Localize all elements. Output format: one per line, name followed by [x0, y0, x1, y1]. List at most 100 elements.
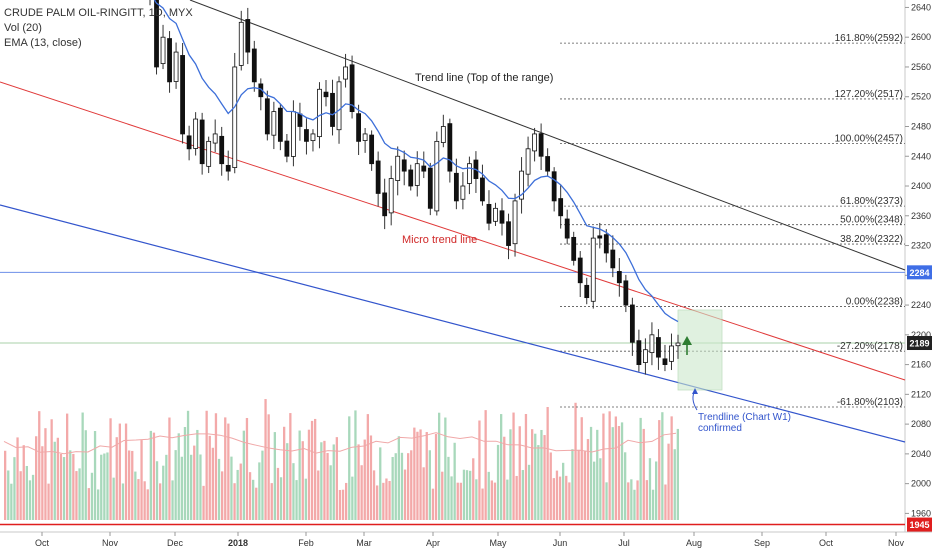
volume-bar [605, 482, 608, 520]
candle-body [167, 38, 172, 83]
candle-body [343, 66, 348, 80]
candle-body [421, 165, 427, 172]
volume-bar [165, 454, 168, 520]
volume-bar [462, 469, 466, 520]
candle-body [532, 133, 537, 152]
volume-bar [484, 410, 487, 520]
volume-bar [112, 477, 115, 520]
candle-body [551, 171, 557, 202]
volume-bar [512, 412, 515, 520]
time-tick-label: Nov [102, 538, 119, 548]
price-tick-label: 2640 [911, 2, 931, 12]
volume-bar [338, 489, 342, 520]
volume-bar [66, 413, 69, 520]
fib-level-label: 38.20%(2322) [840, 234, 903, 245]
price-badge [907, 265, 932, 280]
volume-bar [16, 437, 19, 520]
volume-bar [577, 449, 580, 520]
volume-bar [149, 430, 152, 520]
volume-bar [481, 488, 484, 520]
candle-body [414, 163, 420, 186]
candle-body [610, 249, 616, 269]
volume-bar [227, 423, 230, 520]
volume-bar [599, 458, 602, 520]
volume-bar [326, 452, 329, 520]
volume-bar [531, 429, 534, 520]
candle-body [493, 207, 498, 222]
price-tick-label: 2040 [911, 449, 931, 459]
volume-bar [562, 462, 565, 520]
volume-bar [586, 439, 590, 520]
volume-bar [521, 470, 524, 520]
volume-bar [183, 427, 187, 520]
volume-bar [292, 463, 295, 520]
candle-body [154, 0, 159, 68]
volume-bar [196, 429, 199, 520]
annotation-micro-trend: Micro trend line [402, 234, 477, 246]
volume-bar [56, 437, 59, 520]
candle-body [297, 113, 303, 127]
volume-bar [602, 413, 605, 520]
volume-bar [345, 482, 348, 520]
volume-bar [289, 413, 292, 520]
candle-body [434, 140, 440, 212]
candle-body [395, 155, 401, 181]
volume-bar [38, 411, 41, 520]
candle-body [160, 36, 166, 65]
volume-bar [245, 417, 249, 520]
volume-bar [509, 429, 512, 520]
volume-bar [558, 476, 562, 520]
fib-level-label: -27.20%(2178) [837, 341, 903, 352]
volume-bar [670, 416, 673, 520]
up-arrow-head [682, 336, 692, 345]
volume-bar [221, 471, 224, 520]
volume-bar [540, 429, 543, 520]
volume-bar [351, 476, 354, 520]
candle-body [362, 133, 368, 141]
volume-bar [376, 485, 379, 520]
volume-bar [13, 457, 16, 520]
fib-level-label: 50.00%(2348) [840, 215, 903, 226]
volume-bar [428, 450, 431, 520]
time-tick-label: Sep [754, 538, 770, 548]
volume-bar [53, 441, 56, 520]
volume-bar [354, 410, 357, 520]
volume-bar [673, 449, 676, 520]
volume-bar [441, 471, 444, 520]
volume-bar [224, 417, 227, 520]
candle-body [375, 160, 381, 194]
candle-body [219, 135, 225, 165]
fib-level-label: 127.20%(2517) [835, 89, 903, 100]
volume-bar [676, 428, 679, 520]
candle-body [349, 64, 355, 113]
price-tick-label: 2600 [911, 32, 931, 42]
volume-bar [348, 416, 351, 520]
volume-bar [174, 450, 177, 520]
volume-bar [193, 445, 196, 520]
price-tick-label: 2120 [911, 389, 931, 399]
volume-bar [317, 470, 320, 520]
volume-bar [87, 488, 90, 520]
candle-body [564, 218, 570, 239]
volume-bar [552, 478, 555, 520]
candle-body [649, 334, 655, 354]
candle-body [545, 156, 551, 172]
volume-bar [286, 443, 289, 520]
volume-bar [596, 429, 599, 520]
volume-bar [651, 489, 655, 520]
volume-bar [239, 463, 242, 520]
volume-bar [425, 432, 428, 520]
annotation-trendline-w1: Trendline (Chart W1) [698, 412, 791, 423]
candle-body [212, 133, 218, 144]
volume-bar [620, 422, 624, 520]
volume-bar [500, 414, 503, 520]
volume-bar [658, 420, 661, 520]
time-tick-label: Jun [553, 538, 568, 548]
volume-bar [627, 482, 630, 520]
volume-bar [310, 420, 314, 520]
candle-body [180, 55, 185, 135]
candle-body [662, 358, 668, 365]
candle-body [193, 118, 199, 149]
volume-bar [534, 433, 537, 520]
volume-bar [208, 435, 211, 520]
